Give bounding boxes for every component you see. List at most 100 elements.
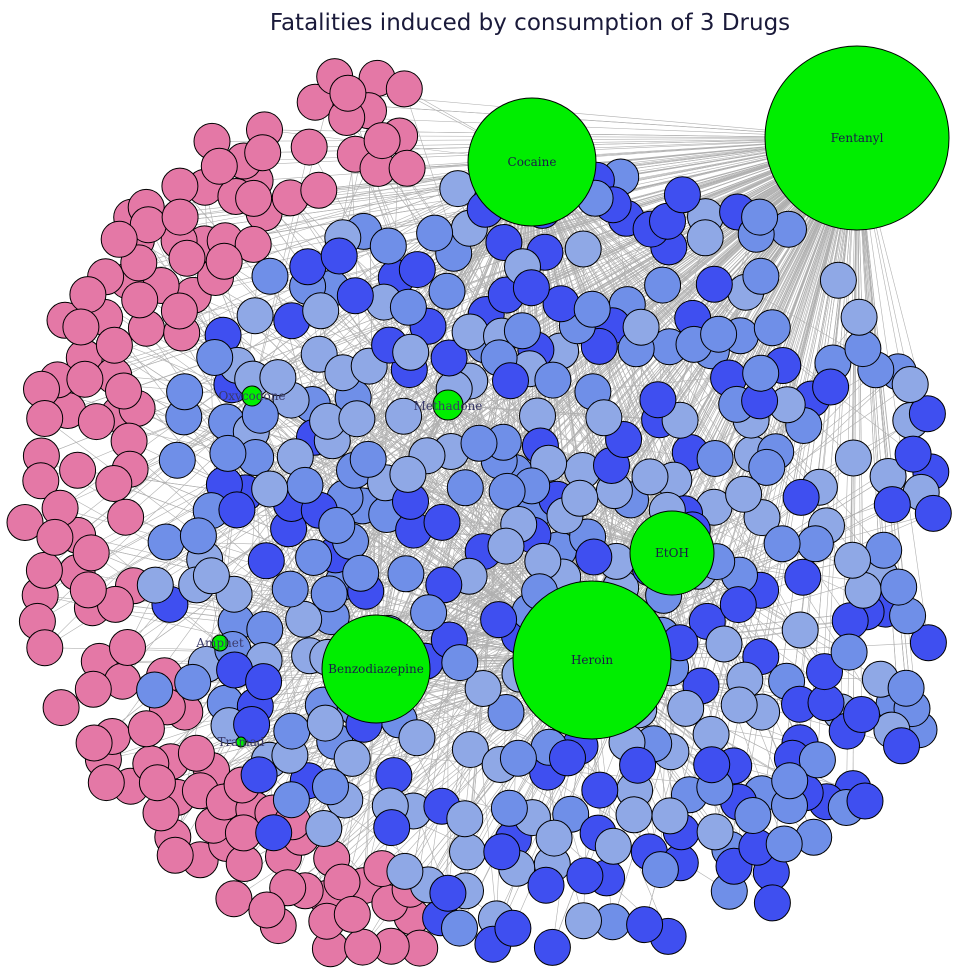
victim-node-blue[interactable] <box>487 694 525 731</box>
victim-node-blue[interactable] <box>641 851 679 889</box>
victim-node-blue[interactable] <box>819 261 857 299</box>
drug-node-methadone[interactable]: Methadone <box>414 389 483 421</box>
victim-node-blue[interactable] <box>247 542 285 580</box>
victim-node-blue[interactable] <box>619 746 657 784</box>
victim-node-pink[interactable] <box>66 360 104 398</box>
victim-node-blue[interactable] <box>566 857 604 895</box>
victim-node-blue[interactable] <box>398 719 436 757</box>
victim-node-blue[interactable] <box>748 448 786 486</box>
victim-node-blue[interactable] <box>487 527 525 565</box>
victim-node-blue[interactable] <box>564 230 602 268</box>
victim-node-blue[interactable] <box>240 756 278 794</box>
victim-node-blue[interactable] <box>295 539 333 576</box>
victim-node-blue[interactable] <box>696 813 734 851</box>
victim-node-blue[interactable] <box>753 884 791 922</box>
victim-node-blue[interactable] <box>719 586 757 624</box>
victim-node-blue[interactable] <box>843 696 880 733</box>
victim-node-blue[interactable] <box>312 768 349 806</box>
victim-node-blue[interactable] <box>765 825 803 863</box>
drug-node-tramad[interactable]: Tramad <box>217 735 264 749</box>
victim-node-blue[interactable] <box>846 782 884 820</box>
victim-node-blue[interactable] <box>338 400 376 438</box>
victim-node-pink[interactable] <box>205 242 243 280</box>
victim-node-blue[interactable] <box>865 531 903 569</box>
victim-node-blue[interactable] <box>639 381 677 419</box>
victim-node-blue[interactable] <box>416 214 454 252</box>
victim-node-blue[interactable] <box>914 494 952 532</box>
victim-node-blue[interactable] <box>565 902 602 940</box>
victim-node-blue[interactable] <box>512 269 550 307</box>
victim-node-blue[interactable] <box>742 257 780 295</box>
victim-node-blue[interactable] <box>585 399 623 437</box>
victim-node-pink[interactable] <box>234 225 272 263</box>
victim-node-blue[interactable] <box>259 359 297 397</box>
victim-node-blue[interactable] <box>490 789 528 827</box>
victim-node-blue[interactable] <box>174 663 212 701</box>
victim-node-blue[interactable] <box>386 852 424 890</box>
victim-node-blue[interactable] <box>245 663 283 701</box>
victim-node-blue[interactable] <box>423 503 461 541</box>
drug-node-cocaine[interactable]: Cocaine <box>467 97 597 227</box>
victim-node-blue[interactable] <box>763 525 801 563</box>
victim-node-blue[interactable] <box>667 689 705 727</box>
victim-node-pink[interactable] <box>26 400 64 437</box>
victim-node-blue[interactable] <box>631 458 669 496</box>
drug-node-etoh[interactable]: EtOH <box>629 510 715 596</box>
victim-node-blue[interactable] <box>166 373 204 411</box>
victim-node-pink[interactable] <box>75 724 113 762</box>
drug-node-heroin[interactable]: Heroin <box>512 580 672 740</box>
victim-node-pink[interactable] <box>333 895 371 933</box>
victim-node-pink[interactable] <box>177 734 215 772</box>
victim-node-blue[interactable] <box>573 290 611 328</box>
victim-node-blue[interactable] <box>342 554 380 592</box>
victim-node-blue[interactable] <box>806 653 843 691</box>
victim-node-blue[interactable] <box>233 706 271 743</box>
victim-node-blue[interactable] <box>663 176 701 214</box>
victim-node-pink[interactable] <box>87 764 125 802</box>
victim-node-blue[interactable] <box>272 781 310 819</box>
victim-node-blue[interactable] <box>700 315 738 353</box>
victim-node-pink[interactable] <box>107 498 145 536</box>
victim-node-blue[interactable] <box>306 704 344 742</box>
victim-node-blue[interactable] <box>891 366 929 403</box>
victim-node-blue[interactable] <box>594 827 632 865</box>
victim-node-blue[interactable] <box>387 555 425 593</box>
victim-node-blue[interactable] <box>693 746 731 784</box>
victim-node-blue[interactable] <box>136 566 174 604</box>
victim-node-pink[interactable] <box>329 74 367 112</box>
victim-node-blue[interactable] <box>441 909 478 947</box>
victim-node-blue[interactable] <box>410 594 448 632</box>
victim-node-blue[interactable] <box>429 874 467 912</box>
victim-node-pink[interactable] <box>77 403 115 441</box>
victim-node-blue[interactable] <box>534 361 572 399</box>
victim-node-blue[interactable] <box>373 809 411 847</box>
victim-node-blue[interactable] <box>449 833 486 871</box>
victim-node-blue[interactable] <box>251 470 289 508</box>
victim-node-blue[interactable] <box>310 575 348 613</box>
victim-node-blue[interactable] <box>460 424 498 462</box>
victim-node-blue[interactable] <box>741 198 779 236</box>
victim-node-pink[interactable] <box>62 308 100 346</box>
victim-node-pink[interactable] <box>235 179 273 217</box>
victim-node-pink[interactable] <box>95 465 133 502</box>
victim-node-blue[interactable] <box>209 434 247 472</box>
victim-node-pink[interactable] <box>161 198 199 236</box>
victim-node-pink[interactable] <box>156 836 194 874</box>
victim-node-blue[interactable] <box>333 739 371 777</box>
victim-node-pink[interactable] <box>100 220 138 258</box>
victim-node-pink[interactable] <box>215 880 253 918</box>
victim-node-blue[interactable] <box>705 625 743 663</box>
victim-node-blue[interactable] <box>451 731 489 768</box>
victim-node-blue[interactable] <box>796 525 834 563</box>
victim-node-blue[interactable] <box>644 266 682 304</box>
victim-node-blue[interactable] <box>807 684 845 722</box>
victim-node-pink[interactable] <box>25 551 63 589</box>
victim-node-blue[interactable] <box>725 475 763 513</box>
victim-node-blue[interactable] <box>369 227 407 265</box>
victim-node-blue[interactable] <box>179 517 217 555</box>
victim-node-pink[interactable] <box>244 134 282 172</box>
drug-node-amphet[interactable]: Amphet <box>195 634 244 652</box>
victim-node-blue[interactable] <box>286 466 324 504</box>
victim-node-blue[interactable] <box>880 568 918 606</box>
victim-node-blue[interactable] <box>494 909 532 947</box>
